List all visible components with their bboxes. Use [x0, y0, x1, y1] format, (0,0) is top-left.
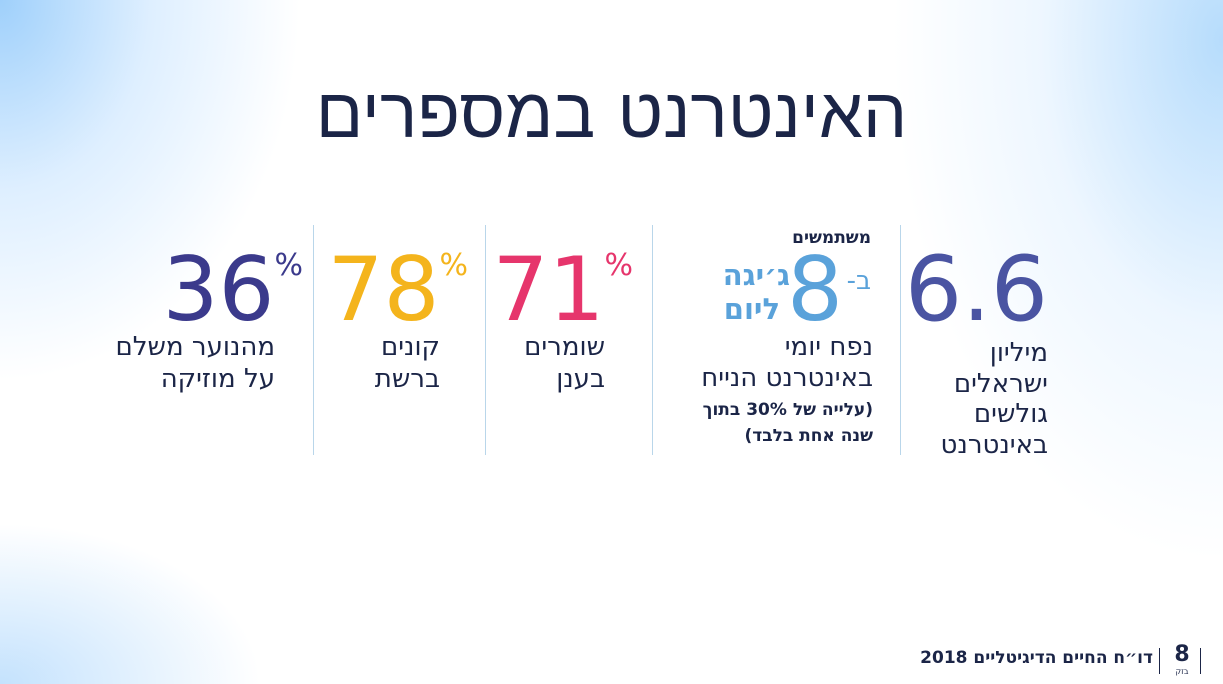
- footer-separator: [1200, 648, 1201, 674]
- stat-line: גולשים: [973, 399, 1048, 429]
- stat-line: מיליון: [989, 338, 1048, 368]
- separator: [313, 225, 314, 455]
- stat-line: שומרים: [524, 332, 605, 362]
- footer-text: דו״ח החיים הדיגיטליים 2018: [920, 648, 1153, 668]
- stat-line: קונים: [380, 332, 440, 362]
- separator: [652, 225, 653, 455]
- stat-prefix: ב-: [846, 266, 871, 296]
- stat-line: בענן: [556, 364, 605, 394]
- stat-line: באינטרנט: [940, 429, 1048, 460]
- stat-value: 36%: [163, 246, 304, 334]
- stat-unit: %: [274, 248, 303, 283]
- footer-separator: [1159, 648, 1160, 674]
- stat-number: 78: [327, 238, 440, 341]
- stat-unit: %: [439, 248, 468, 283]
- stat-label: משתמשים: [792, 228, 871, 248]
- stat-number: 71: [492, 238, 605, 341]
- separator: [485, 225, 486, 455]
- stat-line: על מוזיקה: [160, 364, 275, 394]
- stat-line: מהנוער משלם: [115, 332, 275, 362]
- stat-line: באינטרנט הנייח: [701, 363, 873, 393]
- stat-note: שנה אחת בלבד): [744, 426, 873, 446]
- stat-value: 6.6: [904, 237, 1048, 342]
- stat-number: 36: [162, 238, 275, 341]
- logo-caption: בזק: [1175, 667, 1189, 676]
- stat-unit: ליום: [723, 292, 780, 326]
- stat-unit: %: [604, 248, 633, 283]
- stat-line: נפח יומי: [784, 332, 873, 362]
- stat-value: 8: [787, 238, 843, 341]
- separator: [900, 225, 901, 455]
- stat-line: ברשת: [374, 364, 440, 394]
- stat-note: (עלייה של 30% בתוך: [702, 400, 873, 420]
- logo: 8: [1174, 642, 1190, 667]
- stat-unit: ג׳יגה: [722, 258, 790, 292]
- stat-line: ישראלים: [953, 368, 1048, 399]
- stat-value: 78%: [328, 246, 469, 334]
- stat-value: 71%: [493, 246, 634, 334]
- title: האינטרנט במספרים: [315, 72, 908, 154]
